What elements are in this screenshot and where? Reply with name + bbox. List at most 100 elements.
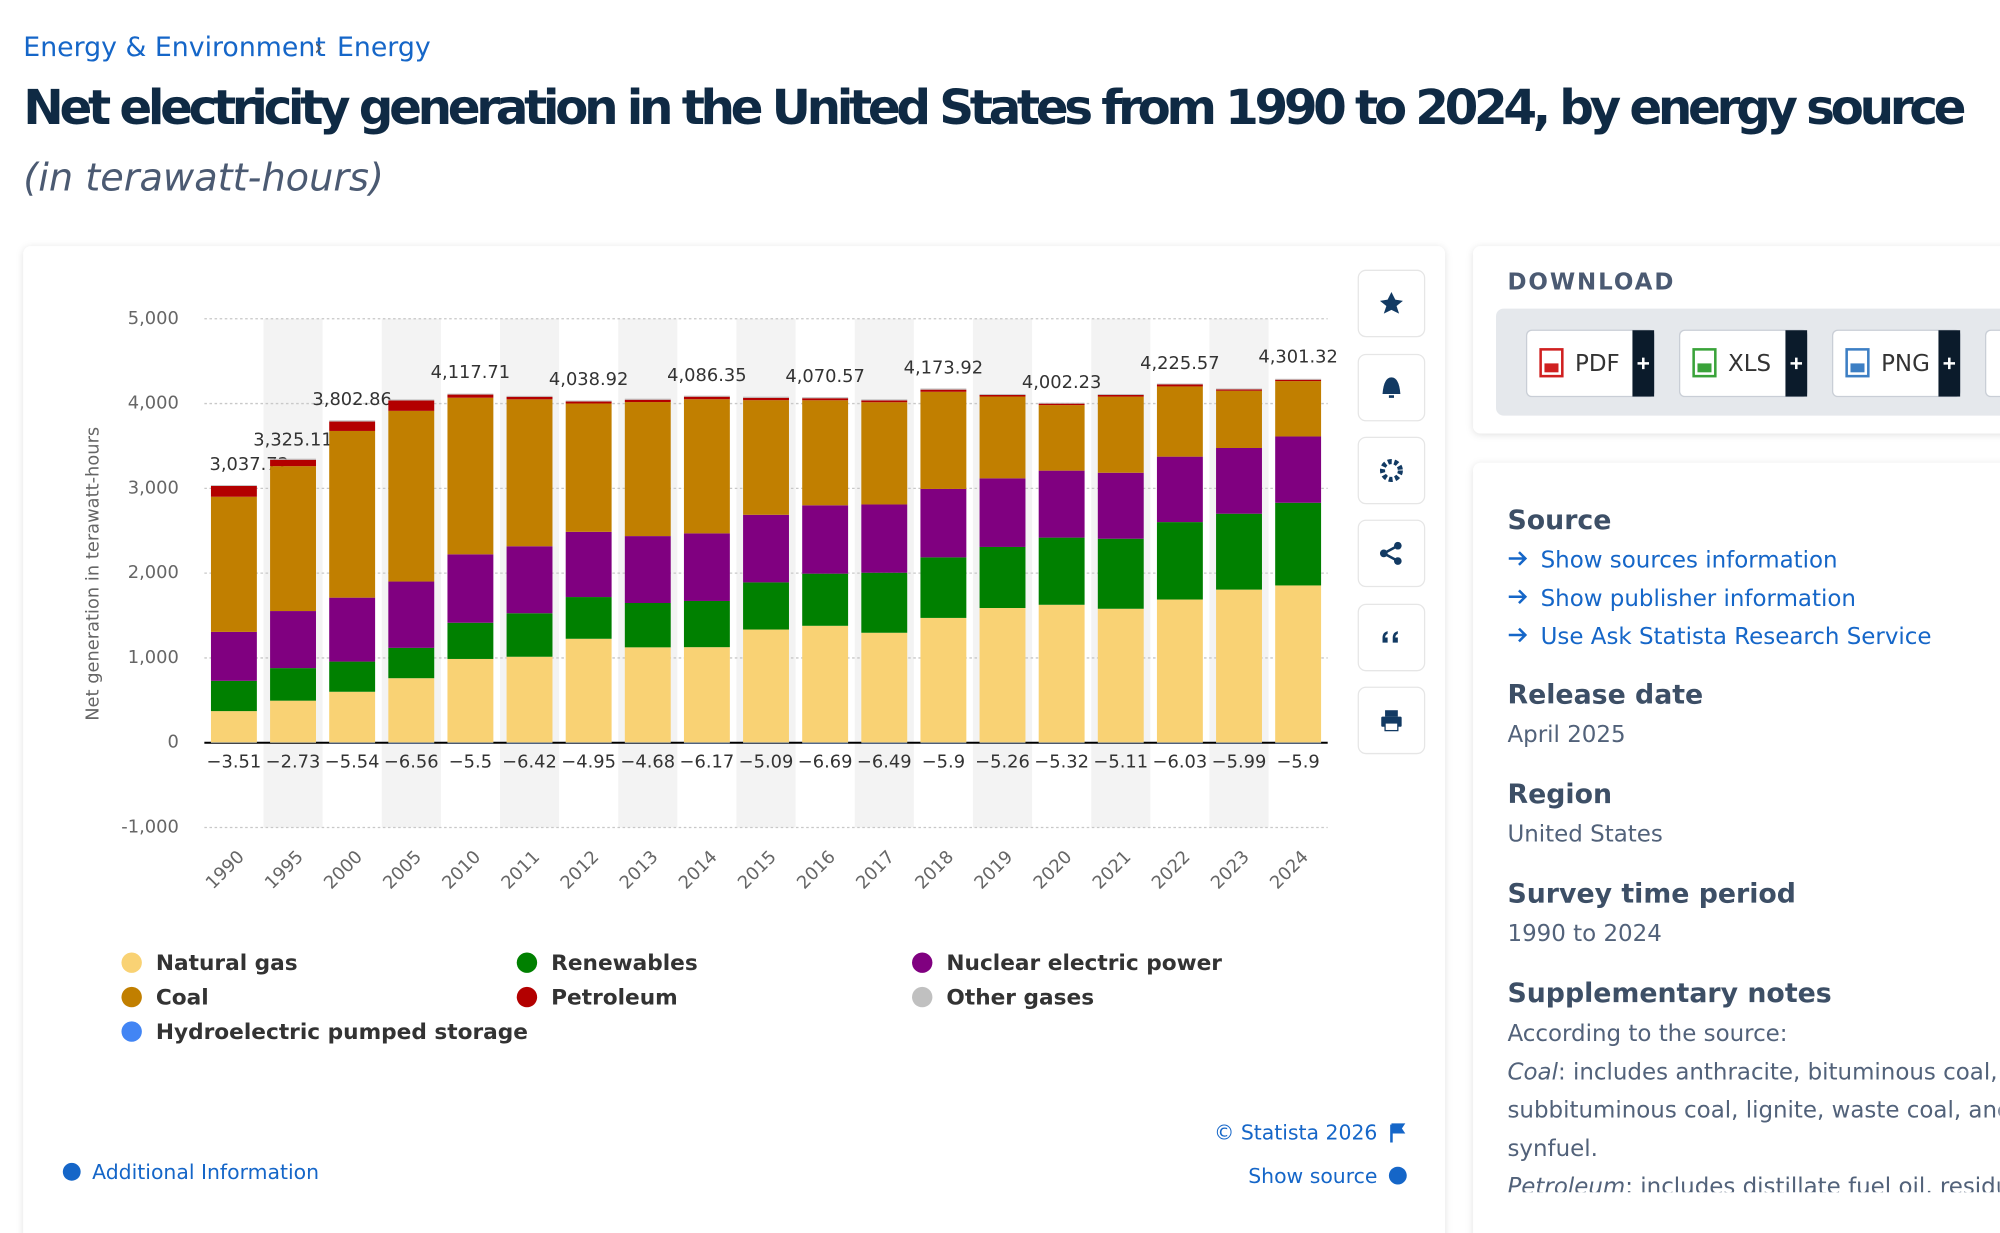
bar-segment xyxy=(388,399,435,401)
bar-segment xyxy=(861,400,908,403)
share-icon xyxy=(1381,544,1399,563)
bar-segment xyxy=(270,466,316,612)
bar-segment xyxy=(861,572,908,633)
bar-segment xyxy=(1216,447,1262,514)
y-tick-label: 3,000 xyxy=(128,477,179,498)
quote-icon xyxy=(1392,631,1398,643)
bar-segment xyxy=(388,678,435,743)
legend-swatch[interactable] xyxy=(121,986,142,1008)
bar-segment xyxy=(743,400,789,515)
download-label[interactable]: PDF xyxy=(1575,351,1620,377)
bar-segment xyxy=(1216,388,1262,390)
bar-segment xyxy=(565,638,612,743)
legend-label[interactable]: Petroleum xyxy=(551,985,678,1010)
legend-label[interactable]: Other gases xyxy=(946,985,1094,1010)
bar-segment xyxy=(1038,537,1085,605)
data-label: −3.51 xyxy=(207,751,262,772)
bar-segment xyxy=(447,622,494,659)
section-heading: Supplementary notes xyxy=(1507,978,1831,1009)
bar-segment xyxy=(506,656,553,743)
legend-label[interactable]: Nuclear electric power xyxy=(946,951,1222,976)
bar-segment xyxy=(210,631,257,681)
data-label: −5.09 xyxy=(739,751,794,772)
note-text: synfuel. xyxy=(1507,1135,1597,1161)
legend-label[interactable]: Coal xyxy=(156,985,209,1010)
bar-segment xyxy=(979,393,1026,395)
note-term: Petroleum xyxy=(1507,1174,1625,1200)
legend-swatch[interactable] xyxy=(912,986,933,1008)
bell-icon xyxy=(1382,377,1401,398)
note-line: subbituminous coal, lignite, waste coal,… xyxy=(1507,1097,2000,1123)
bar-segment xyxy=(624,399,671,403)
legend-label[interactable]: Natural gas xyxy=(156,951,298,976)
legend-label[interactable]: Renewables xyxy=(551,951,698,976)
legend-swatch[interactable] xyxy=(516,986,538,1008)
bar-segment xyxy=(210,680,257,712)
total-label: 4,002.23 xyxy=(1022,372,1101,393)
download-button[interactable] xyxy=(1984,329,2000,398)
bar-segment xyxy=(683,396,730,400)
total-label: 4,086.35 xyxy=(667,365,746,386)
additional-info[interactable]: Additional Information xyxy=(92,1160,319,1184)
sidebar: Source Show sources information Show publi… xyxy=(1507,505,2000,1200)
toolbar-button[interactable] xyxy=(1357,519,1426,588)
section-text: April 2025 xyxy=(1507,722,1625,748)
bar-segment xyxy=(388,410,435,582)
download-label[interactable]: PNG xyxy=(1881,351,1930,377)
bar-segment xyxy=(802,505,849,574)
note-text: : includes anthracite, bituminous coal, xyxy=(1558,1059,1998,1085)
bar-segment xyxy=(683,399,730,534)
bar-segment xyxy=(506,396,553,400)
note-term: Coal xyxy=(1507,1059,1558,1085)
bar-segment xyxy=(979,478,1026,547)
chart: -1,000 0 1,000 2,000 3,000 4,000 5,000 Net gene… xyxy=(82,308,1337,1045)
bar-segment xyxy=(861,399,908,401)
show-source[interactable]: Show source xyxy=(1248,1164,1377,1188)
legend-swatch[interactable] xyxy=(516,952,538,973)
bar-segment xyxy=(329,597,376,662)
bar-segment xyxy=(565,401,612,404)
y-tick-label: 4,000 xyxy=(128,393,179,414)
legend-swatch[interactable] xyxy=(912,952,933,973)
source-link[interactable]: Show publisher information xyxy=(1541,586,1856,612)
data-label: −4.95 xyxy=(561,751,616,772)
legend-label[interactable]: Hydroelectric pumped storage xyxy=(156,1020,528,1045)
download-label[interactable]: XLS xyxy=(1728,351,1771,377)
bar-segment xyxy=(802,400,849,506)
bar-segment xyxy=(270,459,316,467)
legend-swatch[interactable] xyxy=(121,1021,142,1042)
source-link[interactable]: Use Ask Statista Research Service xyxy=(1541,624,1932,650)
print-icon xyxy=(1385,710,1398,717)
toolbar-button[interactable] xyxy=(1357,436,1426,505)
bar-segment xyxy=(1097,538,1144,609)
copyright[interactable]: © Statista 2026 xyxy=(1214,1121,1377,1145)
data-label: −5.99 xyxy=(1212,751,1267,772)
source-link[interactable]: Show sources information xyxy=(1541,548,1838,574)
bar-segment xyxy=(1097,396,1144,473)
bar-segment xyxy=(506,399,553,547)
total-label: 4,070.57 xyxy=(785,366,864,387)
gear-icon xyxy=(1379,459,1403,482)
bar-segment xyxy=(861,632,908,743)
bar-segment xyxy=(565,400,612,402)
breadcrumb-separator: › xyxy=(314,35,323,61)
bar-segment xyxy=(1156,599,1203,743)
bar-segment xyxy=(743,582,789,630)
legend-swatch[interactable] xyxy=(121,952,142,973)
bar-segment xyxy=(1156,522,1203,600)
breadcrumb-link[interactable]: Energy & Environment xyxy=(23,32,326,63)
bar-segment xyxy=(270,700,316,743)
total-label: 4,117.71 xyxy=(431,362,510,383)
toolbar-button[interactable] xyxy=(1357,603,1426,672)
arrow-icon xyxy=(1508,551,1528,566)
total-label: 3,325.11 xyxy=(253,429,332,450)
bar-segment xyxy=(1097,472,1144,539)
bar-segment xyxy=(1156,383,1203,385)
quote-icon xyxy=(1382,631,1388,643)
bar-segment xyxy=(1275,742,1322,744)
bar-segment xyxy=(624,536,671,603)
bar-segment xyxy=(329,691,376,743)
breadcrumb-link[interactable]: Energy xyxy=(337,32,431,63)
bar-segment xyxy=(802,573,849,626)
bar-segment xyxy=(861,504,908,573)
